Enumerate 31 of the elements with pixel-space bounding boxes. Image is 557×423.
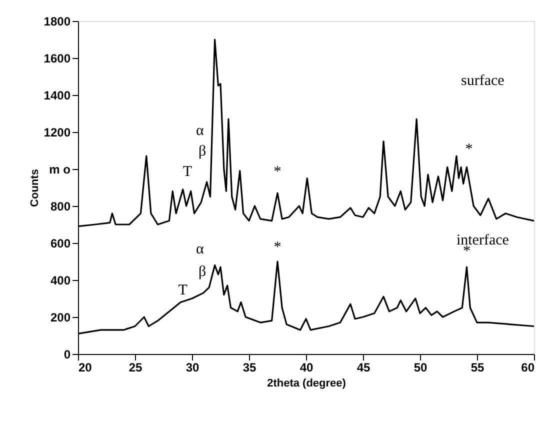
y-axis-title: Counts <box>28 169 41 207</box>
x-axis-title: 2theta (degree) <box>267 378 346 390</box>
y-tick-label: 600 <box>50 236 71 250</box>
annotation: * <box>274 240 282 256</box>
x-tick-label: 20 <box>78 360 92 374</box>
y-tick-label: 400 <box>50 274 71 288</box>
y-tick-label: 200 <box>50 310 71 324</box>
annotation: * <box>274 164 282 180</box>
annotation: β <box>198 144 206 160</box>
x-tick-label: 55 <box>470 360 484 374</box>
y-tick-label: 1400 <box>44 88 71 102</box>
annotation: T <box>182 164 192 180</box>
annotation: * <box>465 142 473 158</box>
annotation: α <box>196 123 204 140</box>
x-tick-label: 25 <box>128 360 142 374</box>
y-tick-label: 1200 <box>44 126 71 140</box>
annotation: β <box>198 264 206 280</box>
y-tick-label: m o <box>49 162 70 176</box>
y-tick-label: 800 <box>50 200 71 214</box>
annotation: surface <box>461 73 505 90</box>
y-tick-label: 0 <box>64 348 71 362</box>
x-tick-label: 60 <box>521 360 535 374</box>
annotation: T <box>178 282 188 298</box>
x-tick-label: 40 <box>300 360 314 374</box>
y-tick-label: 1800 <box>44 14 71 28</box>
x-tick-label: 30 <box>186 360 200 374</box>
y-tick-label: 1600 <box>44 52 71 66</box>
x-tick-label: 45 <box>356 360 370 374</box>
x-tick-label: 50 <box>414 360 428 374</box>
x-tick-label: 35 <box>242 360 256 374</box>
annotation: α <box>196 242 204 258</box>
